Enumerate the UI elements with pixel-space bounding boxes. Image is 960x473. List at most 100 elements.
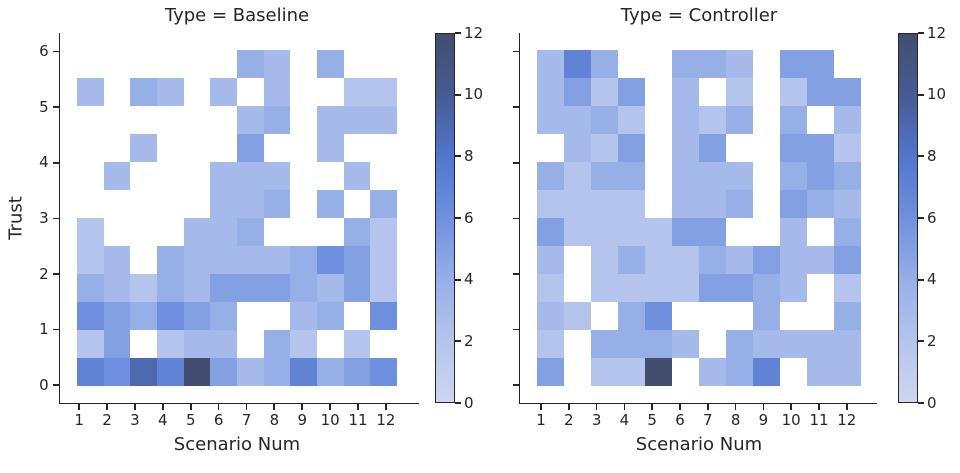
heatmap-cell <box>290 134 317 162</box>
heatmap-cell <box>210 330 237 358</box>
heatmap-cell <box>210 162 237 190</box>
heatmap-cell <box>157 134 184 162</box>
heatmap-cell <box>103 274 131 302</box>
heatmap-cell <box>370 162 397 190</box>
heatmap-cell <box>210 218 237 246</box>
heatmap-cell <box>130 78 157 106</box>
heatmap-cell <box>780 134 807 162</box>
colorbar-tick-label: 0 <box>927 393 937 412</box>
heatmap-cell <box>317 78 344 106</box>
heatmap-cell <box>316 302 344 330</box>
y-tick <box>513 106 519 109</box>
heatmap-cell <box>263 162 291 190</box>
heatmap-cell <box>618 78 645 106</box>
heatmap-cell <box>343 358 371 386</box>
colorbar-tick-label: 4 <box>464 270 474 289</box>
y-tick <box>53 273 59 275</box>
x-tick <box>301 404 304 410</box>
y-tick-label: 3 <box>39 208 49 227</box>
heatmap-cell <box>236 106 264 134</box>
heatmap-cell <box>77 330 104 358</box>
heatmap-cell <box>210 358 237 386</box>
heatmap-cell <box>237 330 264 358</box>
facet-title-controller: Type = Controller <box>620 5 778 26</box>
heatmap-cell <box>210 274 237 302</box>
heatmap-cell <box>591 50 618 78</box>
facet-title-baseline: Type = Baseline <box>164 5 310 26</box>
heatmap-cell <box>807 162 834 190</box>
heatmap-cell <box>834 190 861 218</box>
heatmap-cell <box>316 106 344 134</box>
heatmap-cell <box>290 246 317 274</box>
heatmap-cell <box>834 330 861 358</box>
x-tick-label: 12 <box>837 411 857 429</box>
heatmap-cell <box>726 162 753 190</box>
heatmap-cell <box>726 218 753 246</box>
heatmap-cell <box>263 330 291 358</box>
y-tick-label: 1 <box>39 320 49 339</box>
heatmap-cell <box>618 50 645 78</box>
heatmap-cell <box>618 218 645 246</box>
heatmap-cell <box>210 190 237 218</box>
heatmap-cell <box>290 190 317 218</box>
heatmap-cell <box>210 78 237 106</box>
heatmap-cell <box>699 78 726 106</box>
heatmap-cell <box>130 190 157 218</box>
x-tick <box>384 404 387 410</box>
y-tick <box>53 106 59 109</box>
heatmap-cell <box>316 358 344 386</box>
heatmap-cell <box>591 274 618 302</box>
heatmap-cell <box>726 330 753 358</box>
x-tick <box>357 404 359 410</box>
heatmap-cell <box>537 246 564 274</box>
heatmap-cell <box>564 106 591 134</box>
heatmap-cell <box>834 246 861 274</box>
x-tick <box>217 404 220 410</box>
x-tick <box>623 404 626 410</box>
heatmap-baseline <box>77 50 397 386</box>
heatmap-cell <box>370 330 397 358</box>
heatmap-cell <box>672 274 699 302</box>
heatmap-cell <box>780 78 807 106</box>
heatmap-cell <box>290 162 317 190</box>
heatmap-cell <box>77 190 104 218</box>
y-tick <box>513 50 519 53</box>
heatmap-cell <box>672 78 699 106</box>
heatmap-cell <box>807 246 834 274</box>
heatmap-cell <box>672 302 699 330</box>
heatmap-cell <box>344 302 371 330</box>
heatmap-cell <box>183 246 211 274</box>
colorbar-tick-label: 2 <box>927 331 937 350</box>
heatmap-cell <box>780 274 807 302</box>
heatmap-cell <box>726 134 753 162</box>
heatmap-cell <box>618 190 645 218</box>
heatmap-cell <box>236 134 264 162</box>
heatmap-cell <box>591 106 618 134</box>
heatmap-cell <box>726 246 753 274</box>
heatmap-cell <box>77 50 104 78</box>
heatmap-cell <box>77 302 104 330</box>
heatmap-cell <box>672 246 699 274</box>
x-tick-label: 8 <box>269 411 280 429</box>
heatmap-cell <box>699 134 726 162</box>
heatmap-cell <box>103 302 131 330</box>
heatmap-cell <box>157 218 184 246</box>
heatmap-cell <box>263 106 291 134</box>
heatmap-cell <box>290 274 317 302</box>
heatmap-cell <box>699 218 726 246</box>
heatmap-cell <box>290 330 317 358</box>
heatmap-cell <box>564 190 591 218</box>
heatmap-cell <box>183 358 211 386</box>
x-tick <box>273 404 276 410</box>
x-tick-label: 10 <box>781 411 801 429</box>
heatmap-cell <box>618 274 645 302</box>
heatmap-cell <box>537 190 564 218</box>
heatmap-cell <box>564 78 591 106</box>
colorbar <box>898 33 918 403</box>
heatmap-cell <box>645 106 672 134</box>
heatmap-cell <box>130 106 157 134</box>
x-tick <box>567 404 570 410</box>
heatmap-cell <box>645 190 672 218</box>
heatmap-cell <box>370 274 397 302</box>
x-tick-label: 3 <box>130 411 140 429</box>
